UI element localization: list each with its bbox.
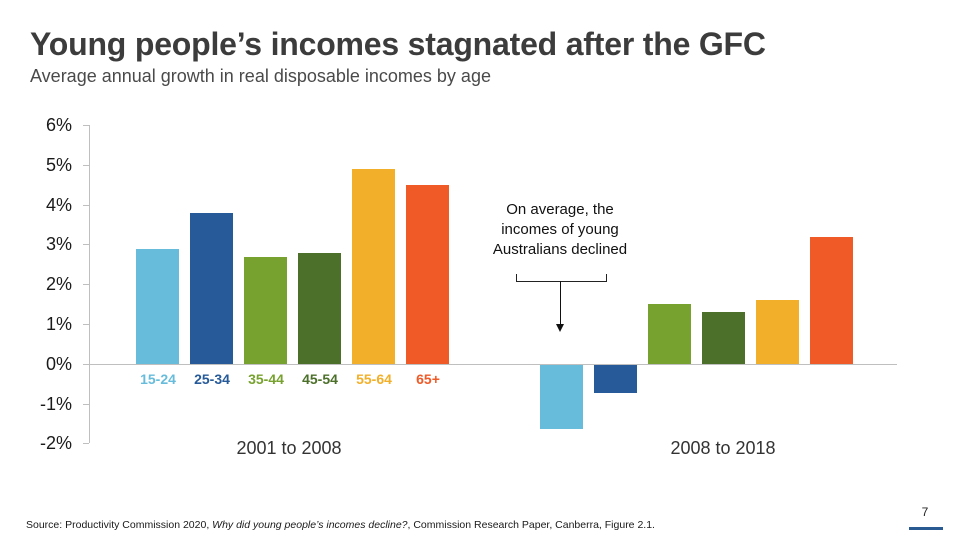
bar-35-44-2008-2018 [648, 304, 691, 364]
y-tick-label: 5% [45, 154, 72, 175]
annotation-line: On average, the [506, 201, 614, 218]
x-axis-zero-line [89, 364, 897, 365]
source-note: Source: Productivity Commission 2020, Wh… [26, 519, 655, 531]
annotation-line: incomes of young [501, 221, 619, 238]
age-label-25-34: 25-34 [194, 371, 230, 387]
bar-55-64-2001-2008 [352, 168, 395, 364]
age-label-15-24: 15-24 [140, 371, 176, 387]
source-prefix: Source: Productivity Commission 2020, [26, 519, 213, 531]
y-tick [83, 284, 89, 285]
y-tick [83, 125, 89, 126]
y-tick [83, 244, 89, 245]
y-tick [83, 165, 89, 166]
age-label-65+: 65+ [416, 371, 440, 387]
page-number: 7 [921, 505, 929, 519]
y-tick-label: 6% [45, 115, 72, 135]
y-tick-label: 3% [45, 234, 72, 255]
y-tick-label: -1% [39, 393, 72, 414]
bar-45-54-2001-2008 [298, 252, 341, 364]
y-tick-label: -2% [39, 433, 72, 454]
source-suffix: , Commission Research Paper, Canberra, F… [407, 519, 655, 531]
y-tick-label: 1% [45, 314, 72, 334]
bar-55-64-2008-2018 [756, 300, 799, 364]
bar-35-44-2001-2008 [244, 256, 287, 364]
source-title: Why did young people’s incomes decline? [212, 519, 408, 531]
annotation-bracket [516, 274, 607, 282]
page-number-underline [909, 527, 943, 530]
bar-15-24-2001-2008 [136, 248, 179, 364]
bar-65+-2001-2008 [406, 184, 449, 364]
y-tick [83, 364, 89, 365]
y-tick [83, 443, 89, 444]
arrow-down-icon [556, 324, 564, 332]
y-tick [83, 404, 89, 405]
y-tick [83, 205, 89, 206]
period-label-2001-2008: 2001 to 2008 [236, 438, 342, 458]
slide-title: Young people’s incomes stagnated after t… [30, 26, 766, 62]
bar-45-54-2008-2018 [702, 312, 745, 364]
y-tick-label: 4% [45, 194, 72, 215]
annotation-text: On average, the incomes of young Austral… [470, 200, 650, 260]
slide-subtitle: Average annual growth in real disposable… [30, 66, 491, 86]
annotation-arrow-line [560, 281, 561, 325]
y-tick [83, 324, 89, 325]
annotation-line: Australians declined [492, 241, 628, 258]
y-tick-label: 2% [45, 274, 72, 295]
bar-15-24-2008-2018 [540, 365, 583, 429]
y-tick-label: 0% [45, 353, 72, 374]
age-label-35-44: 35-44 [248, 371, 284, 387]
bar-65+-2008-2018 [810, 236, 853, 364]
bar-25-34-2008-2018 [594, 365, 637, 393]
y-axis [89, 125, 90, 443]
age-label-55-64: 55-64 [356, 371, 392, 387]
period-label-2008-2018: 2008 to 2018 [670, 438, 776, 458]
age-label-45-54: 45-54 [302, 371, 338, 387]
bar-25-34-2001-2008 [190, 212, 233, 364]
